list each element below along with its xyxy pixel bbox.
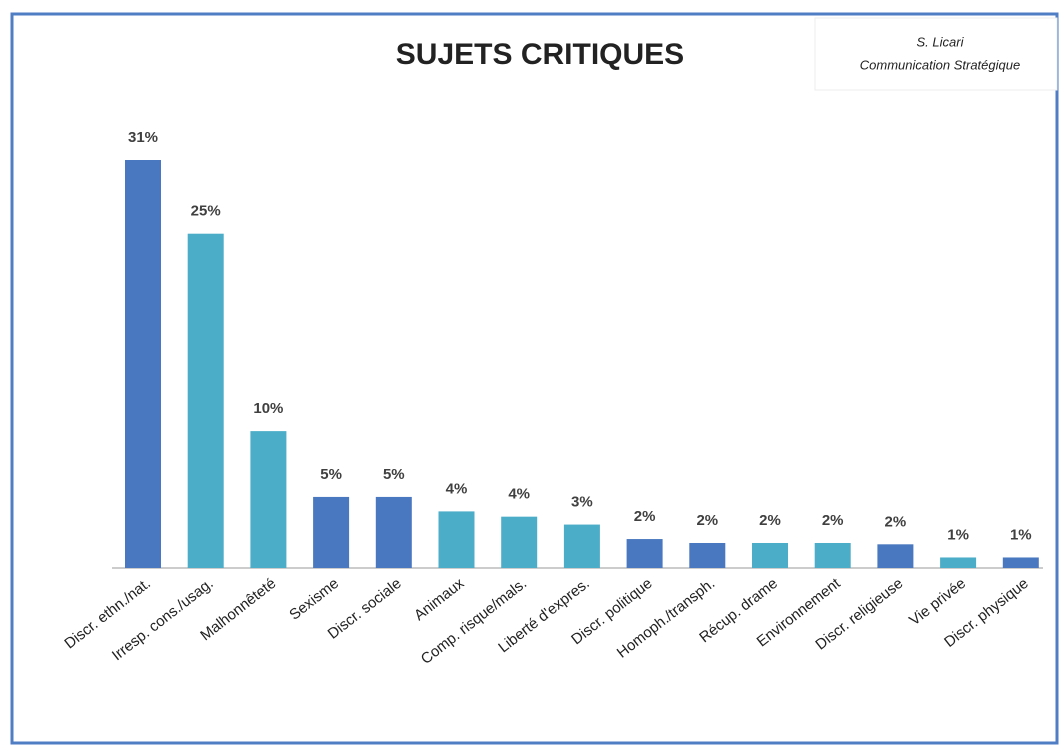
bar bbox=[313, 496, 350, 568]
data-label: 1% bbox=[1010, 526, 1032, 543]
bar bbox=[563, 524, 600, 568]
data-label: 4% bbox=[446, 480, 468, 497]
chart-title: SUJETS CRITIQUES bbox=[396, 38, 684, 71]
bar bbox=[689, 542, 726, 568]
bar bbox=[501, 516, 538, 568]
bar bbox=[250, 431, 287, 568]
data-label: 2% bbox=[759, 512, 781, 529]
bar bbox=[375, 496, 412, 568]
bar bbox=[877, 544, 914, 568]
bar bbox=[752, 542, 788, 568]
bar bbox=[1002, 557, 1039, 568]
data-label: 3% bbox=[571, 494, 593, 511]
data-label: 1% bbox=[947, 526, 969, 543]
data-label: 5% bbox=[320, 466, 342, 483]
bar bbox=[940, 557, 977, 568]
data-label: 5% bbox=[383, 466, 405, 483]
data-label: 2% bbox=[696, 512, 718, 529]
annotation: Communication Stratégique bbox=[860, 57, 1020, 72]
data-label: 2% bbox=[822, 512, 844, 529]
bar bbox=[626, 539, 663, 568]
bar bbox=[187, 233, 224, 568]
data-label: 2% bbox=[634, 508, 656, 525]
bar bbox=[438, 511, 475, 568]
data-label: 25% bbox=[191, 203, 221, 220]
annotation: S. Licari bbox=[917, 34, 965, 49]
data-label: 4% bbox=[508, 486, 530, 503]
data-label: 10% bbox=[253, 400, 283, 417]
frame bbox=[10, 12, 1059, 745]
data-label: 31% bbox=[128, 129, 158, 146]
bar bbox=[814, 542, 851, 568]
data-label: 2% bbox=[885, 513, 907, 530]
bar bbox=[125, 160, 161, 568]
annotation-box bbox=[814, 17, 1058, 91]
